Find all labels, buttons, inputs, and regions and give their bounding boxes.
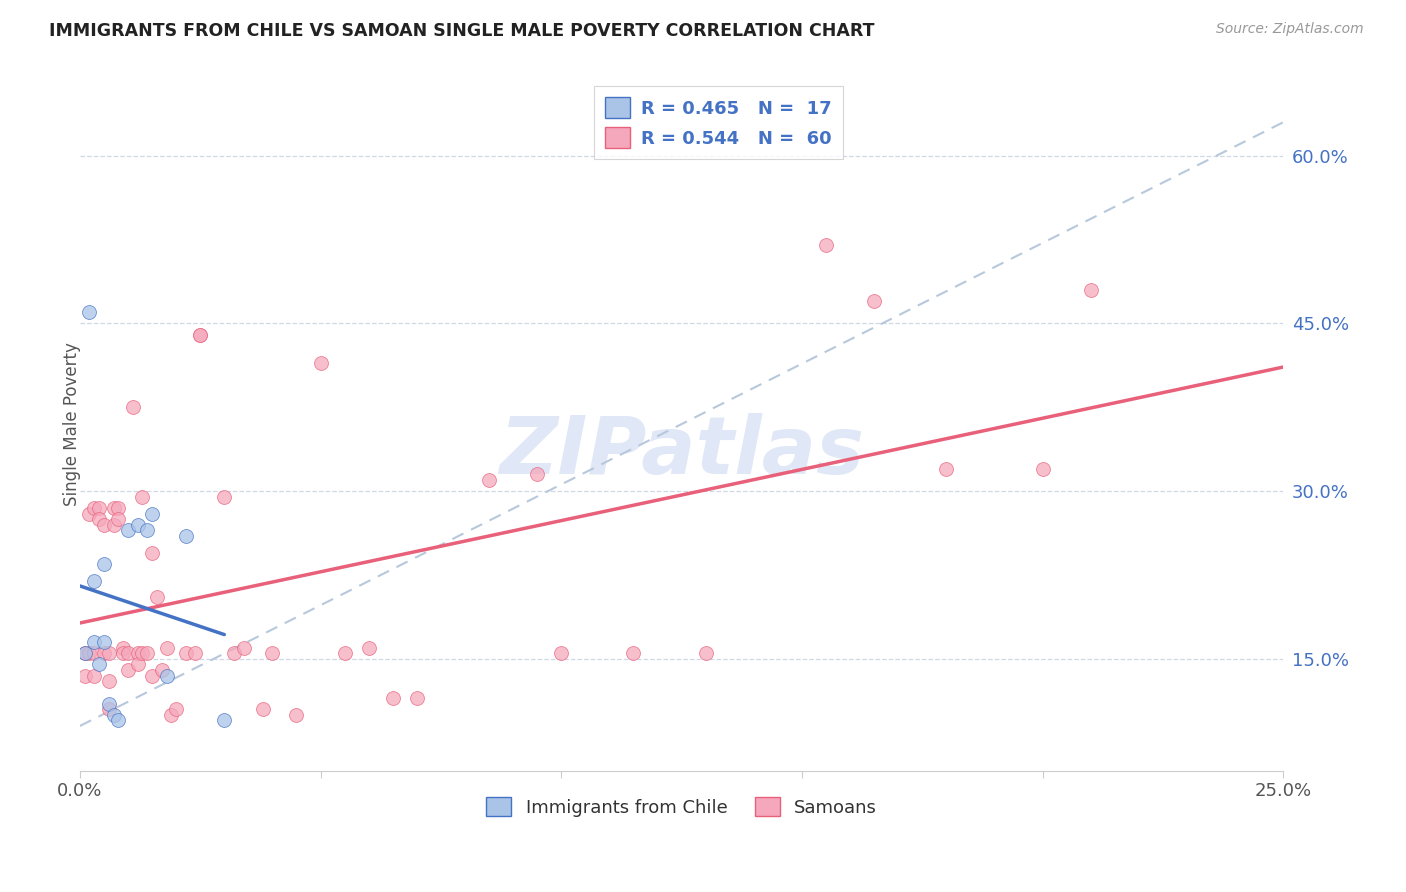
Point [188,327,211,342]
Point [117,646,139,660]
Point [103,500,125,515]
Point [252,702,274,716]
Y-axis label: Single Male Poverty: Single Male Poverty [62,343,80,506]
Point [73,646,96,660]
Point [97,702,120,716]
Point [97,646,120,660]
Point [97,697,120,711]
Point [89,657,111,672]
Point [93,557,115,571]
Point [1080,283,1102,297]
Point [214,490,236,504]
Point [79,305,101,319]
Point [695,646,717,660]
Point [127,657,149,672]
Point [127,517,149,532]
Point [112,646,135,660]
Point [83,635,105,649]
Point [550,646,572,660]
Text: Source: ZipAtlas.com: Source: ZipAtlas.com [1216,22,1364,37]
Point [117,523,139,537]
Point [155,668,177,682]
Point [136,646,159,660]
Point [146,591,169,605]
Point [93,646,115,660]
Point [232,640,254,655]
Point [127,646,149,660]
Point [89,500,111,515]
Point [107,714,129,728]
Point [112,640,135,655]
Point [141,668,163,682]
Point [214,714,236,728]
Point [381,691,404,706]
Point [262,646,284,660]
Point [333,646,356,660]
Point [79,646,101,660]
Point [1032,462,1054,476]
Point [93,635,115,649]
Point [73,646,96,660]
Point [174,646,197,660]
Point [103,517,125,532]
Point [405,691,427,706]
Point [103,707,125,722]
Point [141,546,163,560]
Point [121,401,143,415]
Point [131,490,153,504]
Point [184,646,207,660]
Point [815,238,838,252]
Point [83,668,105,682]
Point [357,640,380,655]
Point [131,646,153,660]
Point [83,646,105,660]
Point [285,707,308,722]
Point [107,500,129,515]
Point [222,646,245,660]
Point [73,668,96,682]
Point [478,473,501,487]
Point [165,702,187,716]
Point [188,327,211,342]
Point [89,512,111,526]
Point [83,500,105,515]
Text: IMMIGRANTS FROM CHILE VS SAMOAN SINGLE MALE POVERTY CORRELATION CHART: IMMIGRANTS FROM CHILE VS SAMOAN SINGLE M… [49,22,875,40]
Point [97,674,120,689]
Point [150,663,173,677]
Point [93,517,115,532]
Point [155,640,177,655]
Point [141,507,163,521]
Point [935,462,957,476]
Point [117,663,139,677]
Point [79,507,101,521]
Text: ZIPatlas: ZIPatlas [499,413,865,491]
Point [107,512,129,526]
Point [623,646,645,660]
Point [160,707,183,722]
Point [136,523,159,537]
Point [174,529,197,543]
Point [83,574,105,588]
Point [309,355,332,369]
Point [526,467,548,482]
Legend: Immigrants from Chile, Samoans: Immigrants from Chile, Samoans [479,790,884,824]
Point [863,294,886,309]
